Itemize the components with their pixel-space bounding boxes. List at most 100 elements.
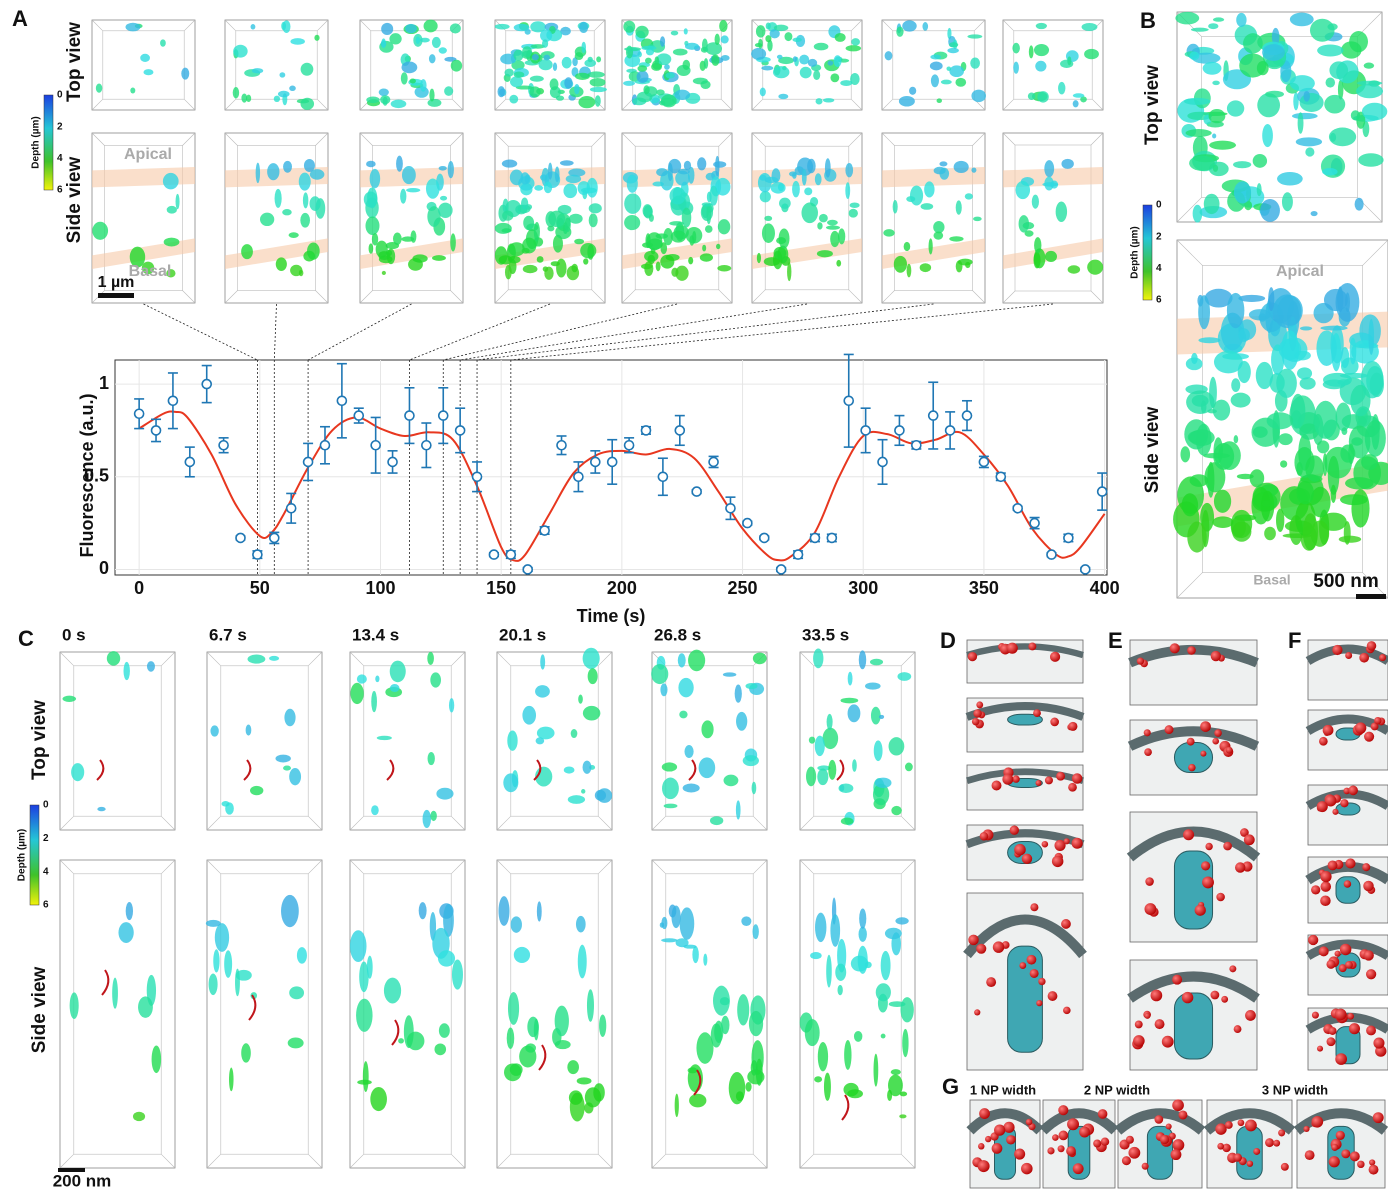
blob xyxy=(429,89,434,102)
blob xyxy=(674,90,690,100)
blob xyxy=(682,208,692,228)
blob xyxy=(1213,165,1218,172)
blob xyxy=(757,253,761,263)
nanoparticle xyxy=(1217,1143,1224,1150)
blob xyxy=(1198,337,1220,343)
basal-label: Basal xyxy=(129,263,172,280)
blob xyxy=(845,163,853,177)
nanoparticle xyxy=(1170,643,1180,653)
blob xyxy=(275,189,282,208)
blob xyxy=(583,706,600,721)
data-point xyxy=(760,533,769,542)
blob xyxy=(222,801,230,807)
blob xyxy=(250,786,263,795)
blob xyxy=(1033,252,1040,268)
blob xyxy=(1189,52,1199,61)
panel-label: F xyxy=(1288,628,1301,653)
blob xyxy=(745,683,757,689)
nanoparticle xyxy=(1144,729,1151,736)
blob xyxy=(130,88,135,94)
nanoparticle xyxy=(1014,1149,1025,1160)
blob xyxy=(1209,109,1226,123)
blob xyxy=(709,186,718,206)
blob xyxy=(282,20,290,33)
blob xyxy=(1300,326,1312,330)
blob xyxy=(1253,426,1268,437)
blob xyxy=(847,1089,863,1098)
blob xyxy=(1317,440,1329,453)
blob xyxy=(876,983,891,1001)
blob xyxy=(885,51,893,60)
blob xyxy=(627,175,638,193)
blob xyxy=(1262,500,1273,507)
blob xyxy=(840,698,858,704)
blob xyxy=(504,1063,521,1081)
blob xyxy=(946,66,951,70)
blob xyxy=(752,782,757,794)
blob xyxy=(1189,156,1215,171)
nanoparticle xyxy=(1006,1135,1015,1144)
blob xyxy=(390,661,406,683)
blob xyxy=(679,711,687,719)
nanoparticle xyxy=(1344,880,1352,888)
nanoparticle xyxy=(1265,1138,1274,1147)
blob xyxy=(1207,462,1214,498)
blob xyxy=(1368,319,1374,355)
blob xyxy=(534,185,543,191)
blob xyxy=(664,804,678,809)
view-label: Side view xyxy=(29,966,50,1053)
blob xyxy=(777,55,783,59)
blob xyxy=(97,807,105,811)
apical-plane xyxy=(92,167,195,187)
blob xyxy=(520,172,529,184)
blob xyxy=(209,974,218,996)
blob xyxy=(444,86,453,96)
blob xyxy=(580,243,596,258)
volume-frame xyxy=(350,652,465,830)
blob xyxy=(1236,13,1246,27)
nanoparticle xyxy=(992,781,1002,791)
blob xyxy=(830,73,839,82)
scale-bar xyxy=(98,293,134,298)
nanoparticle xyxy=(1234,1025,1242,1033)
blob xyxy=(815,173,822,185)
nanoparticle xyxy=(1355,722,1366,733)
nanoparticle xyxy=(1311,1116,1323,1128)
nanoparticle xyxy=(1221,996,1228,1003)
blob xyxy=(571,264,577,273)
blob xyxy=(1082,23,1098,31)
blob xyxy=(283,161,292,173)
blob xyxy=(438,950,455,966)
blob xyxy=(365,217,379,236)
blob xyxy=(1296,137,1322,146)
blob xyxy=(689,1094,706,1108)
nanoparticle xyxy=(1048,991,1058,1001)
blob xyxy=(910,186,923,206)
nanoparticle xyxy=(1305,1150,1315,1160)
blob xyxy=(578,96,595,108)
snapshot-connector xyxy=(460,304,807,360)
blob xyxy=(905,763,913,772)
blob xyxy=(363,1061,369,1092)
time-label: 6.7 s xyxy=(209,625,247,644)
blob xyxy=(430,811,437,821)
depth-tick: 6 xyxy=(1156,295,1162,306)
blob xyxy=(954,161,969,173)
blob xyxy=(1037,91,1048,103)
tube xyxy=(1008,946,1043,1052)
blob xyxy=(765,177,778,183)
blob xyxy=(1262,124,1273,147)
data-point xyxy=(574,472,583,481)
blob xyxy=(701,720,713,738)
blob xyxy=(235,969,240,997)
x-tick-label: 50 xyxy=(250,578,270,598)
nanoparticle xyxy=(1317,1046,1323,1052)
data-point xyxy=(219,441,228,450)
blob xyxy=(229,1068,234,1092)
blob xyxy=(792,181,800,198)
nanoparticle xyxy=(1098,1109,1108,1119)
blob xyxy=(206,920,221,927)
blob xyxy=(849,209,858,218)
blob xyxy=(762,223,775,243)
blob xyxy=(671,231,686,243)
